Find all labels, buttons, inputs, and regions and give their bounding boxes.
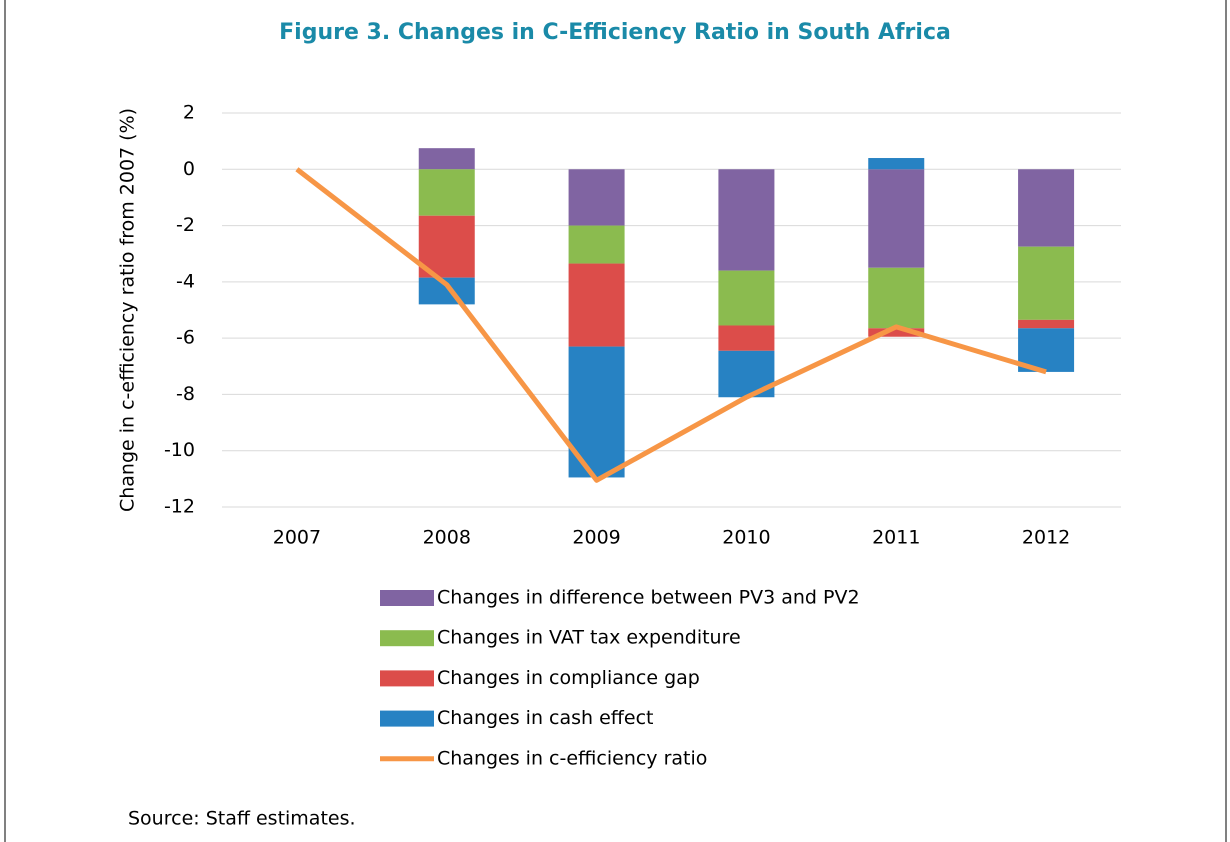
y-tick-label: 0: [183, 158, 195, 180]
legend-swatch: [380, 590, 434, 606]
x-tick-label: 2007: [273, 527, 321, 549]
x-tick-label: 2011: [872, 527, 920, 549]
y-tick-label: -6: [176, 327, 195, 349]
y-tick-label: -10: [164, 439, 195, 461]
y-tick-label: -12: [164, 496, 195, 518]
bar: [718, 325, 775, 351]
bar: [868, 267, 925, 329]
bar: [568, 263, 625, 347]
bar: [868, 328, 925, 337]
x-tick-label: 2009: [572, 527, 620, 549]
legend-label: Changes in difference between PV3 and PV…: [437, 587, 860, 609]
legend-label: Changes in VAT tax expenditure: [437, 627, 741, 649]
y-axis-label: Change in c-efficiency ratio from 2007 (…: [117, 108, 139, 512]
x-tick-label: 2008: [423, 527, 471, 549]
y-tick-label: -8: [176, 383, 195, 405]
legend-swatch: [380, 630, 434, 647]
y-tick-label: -2: [176, 214, 195, 236]
legend-label: Changes in c-efficiency ratio: [437, 747, 707, 769]
bar: [568, 169, 625, 226]
legend-label: Changes in compliance gap: [437, 667, 700, 689]
bar: [1018, 246, 1075, 320]
y-tick-label: 2: [183, 102, 195, 124]
source: Source: Staff estimates.: [128, 808, 356, 830]
bar: [718, 169, 775, 271]
y-tick-label: -4: [176, 270, 195, 292]
bar: [868, 169, 925, 268]
legend-swatch: [380, 670, 434, 687]
bar: [568, 225, 625, 264]
x-tick-label: 2010: [722, 527, 770, 549]
legend-swatch: [380, 710, 434, 727]
bar: [718, 270, 775, 326]
bar: [1018, 169, 1075, 247]
legend-label: Changes in cash effect: [437, 707, 653, 729]
bar: [418, 148, 475, 170]
chart-title: Figure 3. Changes in C-Efficiency Ratio …: [279, 20, 951, 45]
bar: [1018, 319, 1075, 329]
bar: [418, 169, 475, 216]
bar: [868, 158, 925, 170]
line: [295, 167, 1047, 483]
x-tick-label: 2012: [1022, 527, 1070, 549]
